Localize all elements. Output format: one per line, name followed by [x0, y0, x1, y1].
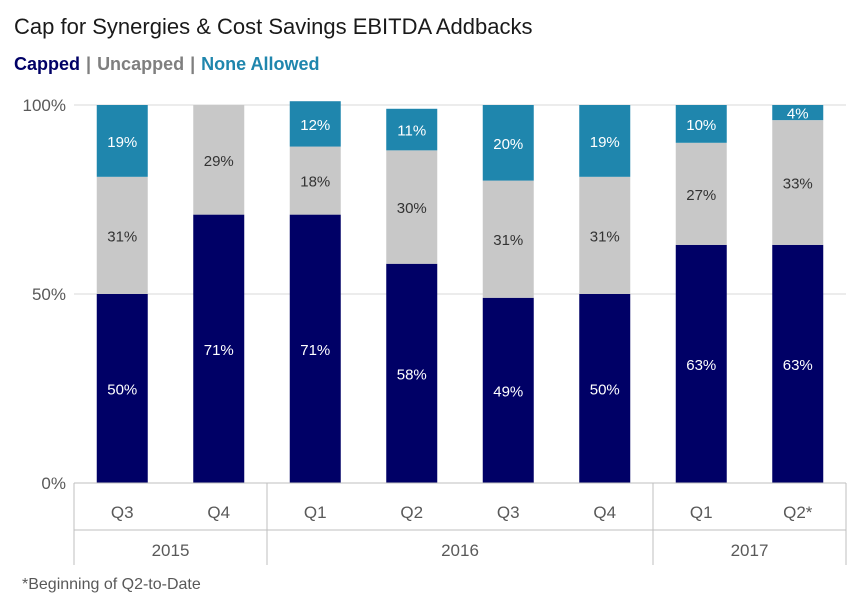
bar-segment-uncapped [289, 146, 341, 215]
footnote: *Beginning of Q2-to-Date [22, 576, 201, 593]
bar-segment-uncapped [772, 120, 824, 245]
bar-segment-none-allowed [675, 105, 727, 143]
legend: Capped | Uncapped | None Allowed [14, 54, 319, 75]
bar-segment-uncapped [675, 142, 727, 245]
data-label: 12% [300, 117, 330, 134]
bar-segment-capped [675, 244, 727, 483]
data-label: 50% [107, 382, 137, 399]
data-label: 33% [783, 175, 813, 192]
bar-segment-capped [193, 214, 245, 483]
x-tick-label: Q1 [690, 503, 713, 522]
x-tick-label: Q1 [304, 503, 327, 522]
data-label: 10% [686, 117, 716, 134]
bar-segment-capped [772, 244, 824, 483]
data-label: 20% [493, 136, 523, 153]
data-label: 71% [204, 342, 234, 359]
bar-segment-none-allowed [579, 105, 631, 177]
x-group-label: 2016 [441, 541, 479, 560]
x-group-label: 2015 [152, 541, 190, 560]
data-label: 49% [493, 383, 523, 400]
y-tick-label: 50% [32, 285, 66, 304]
legend-separator: | [190, 54, 196, 74]
data-label: 27% [686, 187, 716, 204]
bar-segment-capped [579, 294, 631, 483]
bar-segment-capped [482, 297, 534, 483]
legend-separator: | [86, 54, 92, 74]
bar-segment-uncapped [482, 180, 534, 298]
x-tick-label: Q3 [111, 503, 134, 522]
bar-segment-none-allowed [482, 105, 534, 181]
bar-segment-uncapped [386, 150, 438, 264]
legend-entry-none-allowed: None Allowed [201, 54, 320, 74]
data-label: 31% [493, 232, 523, 249]
bar-segment-none-allowed [96, 105, 148, 177]
data-label: 63% [783, 357, 813, 374]
data-label: 31% [107, 228, 137, 245]
bar-segment-none-allowed [772, 105, 824, 121]
legend-entry-uncapped: Uncapped [97, 54, 185, 74]
x-group-label: 2017 [731, 541, 769, 560]
data-label: 19% [107, 134, 137, 151]
chart-title: Cap for Synergies & Cost Savings EBITDA … [14, 14, 533, 39]
bar-segment-capped [96, 294, 148, 483]
x-tick-label: Q2 [400, 503, 423, 522]
y-tick-label: 100% [23, 96, 66, 115]
data-label: 31% [590, 228, 620, 245]
x-tick-label: Q3 [497, 503, 520, 522]
legend-entry-capped: Capped [14, 54, 81, 74]
y-tick-label: 0% [41, 474, 66, 493]
data-label: 4% [787, 106, 809, 123]
bar-segment-uncapped [96, 176, 148, 294]
data-label: 19% [590, 134, 620, 151]
bar-segment-uncapped [579, 176, 631, 294]
data-label: 30% [397, 200, 427, 217]
bar-segment-capped [289, 214, 341, 483]
data-label: 63% [686, 357, 716, 374]
data-label: 58% [397, 366, 427, 383]
x-tick-label: Q2* [783, 503, 813, 522]
bar-segment-capped [386, 263, 438, 483]
data-label: 11% [397, 123, 426, 140]
bar-segment-none-allowed [386, 108, 438, 151]
data-label: 18% [300, 174, 330, 191]
bar-segment-uncapped [193, 105, 245, 215]
data-label: 50% [590, 382, 620, 399]
x-tick-label: Q4 [593, 503, 616, 522]
bar-segment-none-allowed [289, 101, 341, 147]
data-label: 71% [300, 342, 330, 359]
data-label: 29% [204, 153, 234, 170]
x-tick-label: Q4 [207, 503, 230, 522]
